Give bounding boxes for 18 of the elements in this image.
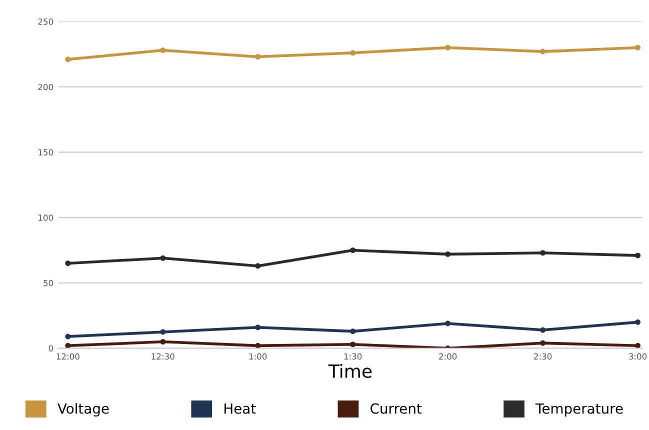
- x-tick-label: 1:30: [344, 353, 362, 360]
- y-tick-label: 200: [38, 84, 53, 90]
- legend-label: Current: [370, 403, 422, 414]
- y-tick-label: 0: [48, 345, 53, 352]
- y-tick-label: 50: [44, 280, 53, 286]
- x-tick-label: 12:30: [152, 353, 174, 360]
- y-tick-label: 100: [38, 214, 53, 221]
- x-axis-title: Time: [328, 364, 372, 378]
- legend-label: Temperature: [536, 403, 623, 416]
- legend-label: Voltage: [58, 403, 109, 416]
- x-tick-label: 3:00: [629, 353, 647, 360]
- legend-label: Heat: [224, 403, 256, 414]
- y-tick-label: 150: [38, 149, 53, 156]
- y-tick-label: 250: [38, 18, 53, 25]
- x-tick-label: 12:00: [56, 353, 80, 360]
- x-tick-label: 2:30: [534, 353, 552, 360]
- x-tick-label: 2:00: [439, 353, 457, 360]
- x-tick-label: 1:00: [249, 353, 267, 360]
